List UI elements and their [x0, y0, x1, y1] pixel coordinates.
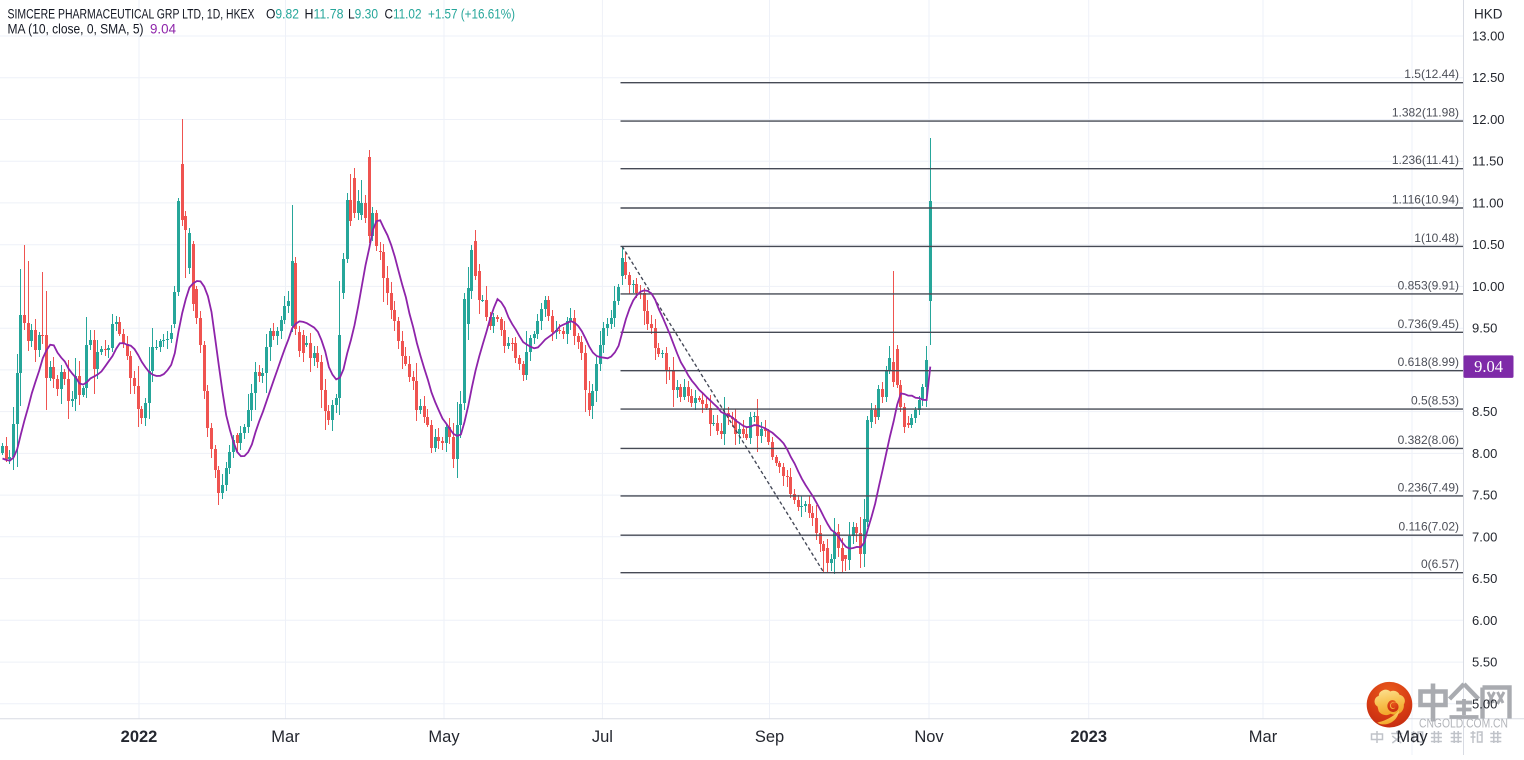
svg-text:1.116(10.94): 1.116(10.94) [1392, 193, 1459, 207]
svg-text:May: May [428, 728, 460, 746]
svg-text:0(6.57): 0(6.57) [1421, 557, 1459, 571]
svg-text:0.853(9.91): 0.853(9.91) [1398, 278, 1459, 292]
svg-text:Mar: Mar [1249, 728, 1278, 746]
svg-text:7.00: 7.00 [1472, 529, 1497, 544]
svg-text:8.00: 8.00 [1472, 446, 1497, 461]
svg-text:1.382(11.98): 1.382(11.98) [1392, 106, 1459, 120]
svg-text:8.50: 8.50 [1472, 404, 1497, 419]
svg-text:6.50: 6.50 [1472, 571, 1497, 586]
svg-text:L9.30: L9.30 [348, 7, 378, 22]
svg-text:Mar: Mar [271, 728, 300, 746]
svg-text:1(10.48): 1(10.48) [1414, 231, 1459, 245]
svg-text:11.50: 11.50 [1472, 154, 1504, 169]
svg-text:5.50: 5.50 [1472, 655, 1497, 670]
svg-text:SIMCERE PHARMACEUTICAL GRP LTD: SIMCERE PHARMACEUTICAL GRP LTD, 1D, HKEX [8, 7, 255, 22]
svg-text:2022: 2022 [121, 728, 158, 746]
svg-text:12.50: 12.50 [1472, 70, 1505, 85]
svg-text:1.236(11.41): 1.236(11.41) [1392, 153, 1459, 167]
svg-text:10.00: 10.00 [1472, 279, 1505, 294]
svg-text:10.50: 10.50 [1472, 237, 1505, 252]
svg-text:2023: 2023 [1070, 728, 1107, 746]
svg-text:0.236(7.49): 0.236(7.49) [1398, 480, 1459, 494]
svg-text:5.00: 5.00 [1472, 696, 1497, 711]
svg-text:MA (10, close, 0, SMA, 5): MA (10, close, 0, SMA, 5) [8, 22, 144, 37]
svg-text:Jul: Jul [592, 728, 613, 746]
svg-text:HKD: HKD [1474, 7, 1503, 22]
svg-text:Sep: Sep [755, 728, 784, 746]
svg-text:13.00: 13.00 [1472, 29, 1505, 44]
svg-text:May: May [1396, 728, 1428, 746]
svg-text:6.00: 6.00 [1472, 613, 1497, 628]
svg-text:9.04: 9.04 [150, 22, 176, 37]
svg-text:7.50: 7.50 [1472, 488, 1497, 503]
svg-text:0.382(8.06): 0.382(8.06) [1398, 433, 1459, 447]
svg-text:C11.02: C11.02 [385, 7, 422, 22]
svg-text:11.00: 11.00 [1472, 195, 1504, 210]
svg-text:9.04: 9.04 [1474, 357, 1503, 376]
svg-text:0.5(8.53): 0.5(8.53) [1411, 394, 1459, 408]
svg-text:1.5(12.44): 1.5(12.44) [1404, 67, 1459, 81]
svg-text:+1.57 (+16.61%): +1.57 (+16.61%) [428, 7, 515, 22]
svg-text:9.50: 9.50 [1472, 321, 1497, 336]
svg-text:0.116(7.02): 0.116(7.02) [1399, 520, 1460, 534]
svg-text:0.736(9.45): 0.736(9.45) [1398, 317, 1459, 331]
svg-text:12.00: 12.00 [1472, 112, 1505, 127]
svg-text:Nov: Nov [914, 728, 944, 746]
svg-text:0.618(8.99): 0.618(8.99) [1398, 355, 1459, 369]
svg-text:H11.78: H11.78 [305, 7, 344, 22]
svg-text:O9.82: O9.82 [266, 7, 299, 22]
svg-text:CNGOLD.COM.CN: CNGOLD.COM.CN [1419, 717, 1508, 731]
